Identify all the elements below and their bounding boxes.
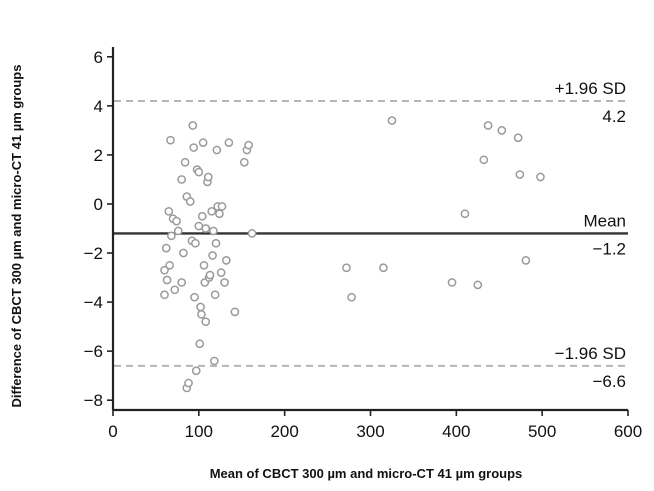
x-tick-label: 100 xyxy=(185,422,213,441)
y-tick-label: −8 xyxy=(84,391,103,410)
data-point xyxy=(173,226,183,236)
y-tick-label: 6 xyxy=(94,48,103,67)
data-point xyxy=(347,292,356,302)
data-point xyxy=(230,307,240,317)
data-point xyxy=(170,285,180,295)
x-tick-label: 200 xyxy=(270,422,298,441)
data-point xyxy=(205,270,215,280)
data-point xyxy=(195,339,205,349)
data-point xyxy=(387,116,397,125)
data-point xyxy=(196,302,205,312)
y-tick-label: 4 xyxy=(94,97,103,116)
data-point xyxy=(177,175,187,184)
data-point xyxy=(208,251,217,260)
data-point xyxy=(515,170,525,179)
data-point xyxy=(209,226,218,236)
data-point xyxy=(215,209,224,219)
data-point xyxy=(179,248,188,258)
data-point xyxy=(160,265,169,275)
data-point xyxy=(210,290,220,300)
data-point xyxy=(201,317,211,327)
x-tick-label: 500 xyxy=(528,422,556,441)
reference-value-mean: −1.2 xyxy=(592,239,626,258)
x-tick-label: 300 xyxy=(356,422,384,441)
x-axis-label: Mean of CBCT 300 µm and micro-CT 41 µm g… xyxy=(210,466,523,481)
data-point xyxy=(203,172,213,182)
data-point xyxy=(198,138,208,148)
data-points xyxy=(160,116,545,393)
data-point xyxy=(244,140,253,150)
data-point xyxy=(180,157,190,167)
data-point xyxy=(521,256,531,265)
data-point xyxy=(167,231,176,241)
data-point xyxy=(185,197,195,206)
data-point xyxy=(211,238,221,248)
data-point xyxy=(164,206,174,216)
x-axis-ticks: 0 100 200 300 400 500 600 xyxy=(108,410,642,441)
data-point xyxy=(191,238,200,248)
data-point xyxy=(220,278,229,287)
data-point xyxy=(189,143,199,152)
data-point xyxy=(165,260,174,270)
data-point xyxy=(483,121,493,130)
data-point xyxy=(191,366,201,376)
data-point xyxy=(194,167,204,177)
y-axis-ticks: −8 −6 −4 −2 0 2 4 6 xyxy=(84,48,113,410)
data-point xyxy=(172,216,181,226)
data-point xyxy=(379,263,388,273)
data-point xyxy=(479,155,489,165)
data-point xyxy=(216,268,226,277)
x-tick-label: 0 xyxy=(108,422,117,441)
data-point xyxy=(473,280,483,290)
data-point xyxy=(188,121,198,130)
data-point xyxy=(209,356,219,366)
data-point xyxy=(217,202,227,211)
data-point xyxy=(190,292,199,302)
data-point xyxy=(513,133,523,143)
x-tick-label: 600 xyxy=(614,422,642,441)
data-point xyxy=(247,229,257,238)
reference-value-lower: −6.6 xyxy=(592,372,626,391)
y-tick-label: −4 xyxy=(84,293,103,312)
data-point xyxy=(239,157,249,167)
y-axis-label: Difference of CBCT 300 µm and micro-CT 4… xyxy=(9,65,24,408)
y-tick-label: 0 xyxy=(94,195,103,214)
data-point xyxy=(166,135,175,145)
y-tick-label: −6 xyxy=(84,342,103,361)
reference-lines xyxy=(114,99,628,367)
reference-label-mean: Mean xyxy=(583,211,626,230)
data-point xyxy=(161,243,171,253)
data-point xyxy=(197,211,207,221)
reference-label-upper: +1.96 SD xyxy=(555,79,626,98)
y-tick-label: 2 xyxy=(94,146,103,165)
data-point xyxy=(536,172,545,182)
data-point xyxy=(184,378,193,388)
data-point xyxy=(212,145,222,155)
y-tick-label: −2 xyxy=(84,244,103,263)
data-point xyxy=(207,206,217,216)
reference-label-lower: −1.96 SD xyxy=(555,344,626,363)
reference-line-labels: +1.96 SD 4.2 Mean −1.2 −1.96 SD −6.6 xyxy=(555,79,626,391)
data-point xyxy=(162,275,172,285)
data-point xyxy=(460,209,470,219)
data-point xyxy=(221,256,231,265)
data-point xyxy=(224,138,234,148)
data-point xyxy=(199,260,209,270)
reference-value-upper: 4.2 xyxy=(602,107,626,126)
x-tick-label: 400 xyxy=(442,422,470,441)
data-point xyxy=(177,278,187,287)
data-point xyxy=(342,263,351,273)
data-point xyxy=(447,278,457,287)
data-point xyxy=(497,126,507,135)
data-point xyxy=(197,309,206,319)
data-point xyxy=(160,290,169,300)
data-point xyxy=(201,224,211,233)
